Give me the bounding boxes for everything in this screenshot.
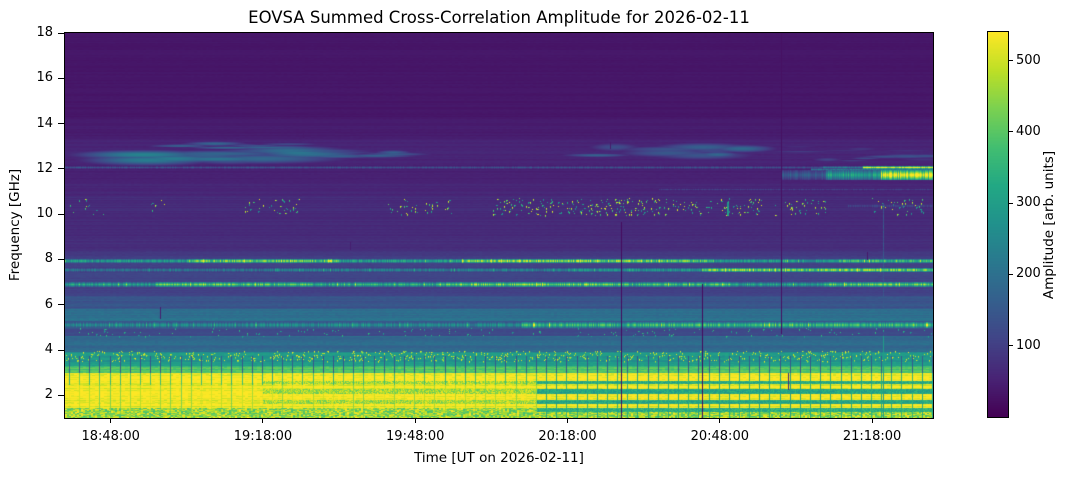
x-tick — [262, 418, 264, 423]
x-tick — [871, 418, 873, 423]
x-tick-label: 19:48:00 — [386, 429, 445, 444]
x-tick — [567, 418, 569, 423]
y-tick — [58, 213, 64, 215]
y-tick — [58, 394, 64, 396]
y-tick — [58, 168, 64, 170]
colorbar-label: Amplitude [arb. units] — [1041, 150, 1057, 300]
y-tick-label: 16 — [36, 70, 53, 86]
x-tick-label: 18:48:00 — [81, 429, 140, 444]
x-tick — [414, 418, 416, 423]
y-tick — [58, 77, 64, 79]
x-tick-label: 20:18:00 — [538, 429, 597, 444]
colorbar-tick-label: 200 — [1016, 266, 1041, 282]
y-tick-label: 8 — [44, 251, 53, 267]
x-tick-label: 21:18:00 — [842, 429, 902, 444]
y-tick-label: 12 — [36, 160, 53, 176]
y-tick — [58, 349, 64, 351]
colorbar-tick — [1009, 273, 1013, 275]
colorbar-frame — [987, 31, 1009, 418]
x-tick-label: 19:18:00 — [233, 429, 293, 444]
x-axis-label: Time [UT on 2026-02-11] — [414, 450, 584, 466]
y-tick — [58, 123, 64, 125]
colorbar-canvas — [988, 32, 1008, 417]
y-tick — [58, 304, 64, 306]
colorbar-tick-label: 300 — [1016, 195, 1041, 211]
y-tick-label: 2 — [44, 387, 53, 403]
x-tick-label: 20:48:00 — [690, 429, 749, 444]
colorbar-tick-label: 500 — [1016, 52, 1041, 68]
y-tick-label: 4 — [44, 342, 53, 358]
y-tick-label: 18 — [36, 25, 53, 40]
y-tick — [58, 32, 64, 34]
colorbar-tick — [1009, 202, 1013, 204]
colorbar-tick-label: 100 — [1016, 337, 1041, 353]
y-tick-label: 10 — [36, 206, 53, 222]
y-axis-label: Frequency [GHz] — [7, 168, 23, 282]
plot-title: EOVSA Summed Cross-Correlation Amplitude… — [248, 8, 750, 27]
colorbar-tick-label: 400 — [1016, 123, 1041, 139]
y-tick-label: 6 — [44, 296, 53, 312]
y-tick-label: 14 — [36, 115, 53, 131]
colorbar-tick — [1009, 345, 1013, 347]
x-tick — [110, 418, 112, 423]
x-tick — [719, 418, 721, 423]
plot-frame — [64, 32, 934, 419]
spectrogram-canvas — [65, 33, 933, 418]
colorbar-tick — [1009, 131, 1013, 133]
colorbar-tick — [1009, 60, 1013, 62]
y-tick — [58, 258, 64, 260]
